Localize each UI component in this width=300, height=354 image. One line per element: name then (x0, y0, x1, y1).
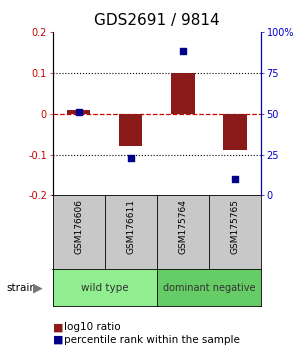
Text: GSM175765: GSM175765 (230, 199, 239, 254)
Text: dominant negative: dominant negative (163, 282, 255, 293)
Text: GSM176611: GSM176611 (126, 199, 135, 254)
Text: wild type: wild type (81, 282, 128, 293)
Title: GDS2691 / 9814: GDS2691 / 9814 (94, 13, 220, 28)
Point (232, 176, 237, 182)
Bar (171, 73, 194, 114)
Point (76, 109, 81, 115)
Text: percentile rank within the sample: percentile rank within the sample (64, 335, 240, 345)
Point (180, 48, 185, 54)
Text: log10 ratio: log10 ratio (64, 322, 121, 332)
Text: ■: ■ (52, 322, 63, 332)
Text: strain: strain (6, 282, 36, 293)
Bar (119, 114, 142, 146)
Bar (67, 109, 90, 114)
Text: ▶: ▶ (33, 281, 42, 294)
Point (128, 155, 133, 161)
Text: GSM175764: GSM175764 (178, 199, 187, 254)
Bar (223, 114, 247, 150)
Text: GSM176606: GSM176606 (74, 199, 83, 254)
Text: ■: ■ (52, 335, 63, 345)
